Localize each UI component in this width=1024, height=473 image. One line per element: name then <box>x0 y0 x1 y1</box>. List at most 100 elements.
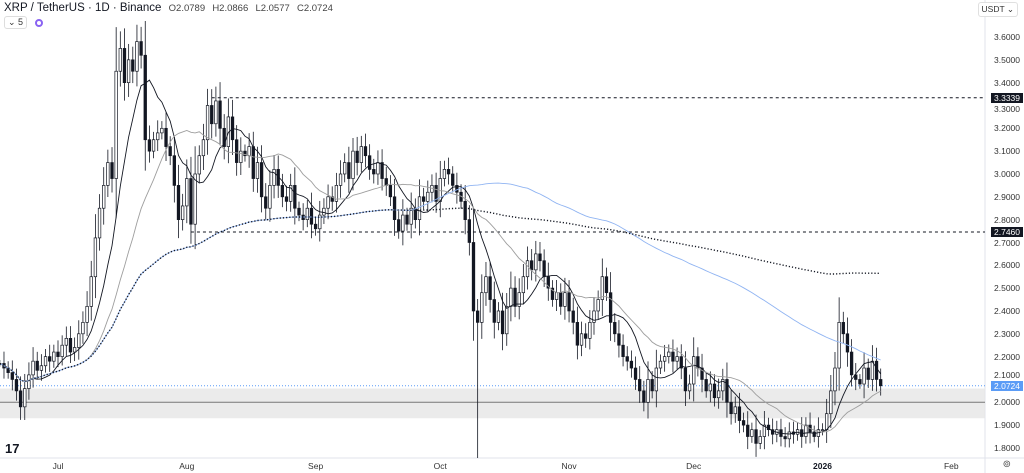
candle-down <box>550 287 555 300</box>
price-tick-label: 2.3000 <box>994 328 1020 339</box>
tradingview-logo[interactable]: 17 <box>5 441 20 456</box>
price-tick-label: 2.0000 <box>994 397 1020 408</box>
candle-down <box>729 401 733 415</box>
candle-up <box>89 276 93 307</box>
candle-down <box>650 379 654 392</box>
candle-up <box>829 390 833 415</box>
candle-up <box>135 41 139 72</box>
candle-up <box>97 207 102 239</box>
price-tick-label: 2.9000 <box>994 191 1020 202</box>
candle-up <box>667 351 671 357</box>
candle-up <box>318 214 322 230</box>
time-tick-label: Jul <box>52 461 64 471</box>
candle-up <box>646 379 650 403</box>
candle-down <box>737 406 742 421</box>
candle-up <box>322 207 326 216</box>
time-tick-label: Sep <box>308 461 324 471</box>
candle-down <box>110 162 114 179</box>
candle-down <box>172 155 176 186</box>
candle-up <box>126 59 131 84</box>
candle-up <box>579 333 584 346</box>
settings-icon[interactable]: ⊚ <box>1002 459 1011 470</box>
candle-up <box>268 185 272 209</box>
candle-down <box>559 292 563 307</box>
candle-up <box>102 185 106 209</box>
price-tick-label: 3.2000 <box>994 123 1020 134</box>
chart-legend: XRP / TetherUS · 1D · Binance O2.0789 H2… <box>4 2 333 14</box>
candle-up <box>509 287 513 307</box>
candle-down <box>405 214 409 225</box>
currency-selector[interactable]: USDT ⌄ <box>977 2 1018 17</box>
candle-down <box>492 299 496 323</box>
candle-down <box>671 351 675 362</box>
candle-down <box>500 310 505 335</box>
candle-up <box>787 431 791 440</box>
time-tick-label: 2026 <box>813 461 832 471</box>
indicators-toggle[interactable]: ⌄ 5 <box>4 16 28 29</box>
candle-down <box>347 162 351 179</box>
candle-down <box>712 383 717 399</box>
candle-down <box>147 139 152 152</box>
candle-down <box>617 333 621 346</box>
candle-up <box>716 390 721 399</box>
candle-down <box>542 260 546 278</box>
candle-up <box>675 356 679 362</box>
candle-up <box>106 162 110 186</box>
candle-down <box>513 287 517 307</box>
candle-up <box>205 105 210 141</box>
symbol-title[interactable]: XRP / TetherUS · 1D · Binance <box>4 2 162 14</box>
candle-up <box>77 333 81 348</box>
candle-up <box>114 70 118 179</box>
candle-down <box>584 333 588 339</box>
candle-down <box>309 207 314 225</box>
candle-down <box>530 260 534 271</box>
candle-up <box>762 424 766 437</box>
last-price-tag: 2.0724 <box>991 380 1023 391</box>
ohlc-high: H2.0866 <box>212 3 249 14</box>
ohlc-low: L2.0577 <box>255 3 290 14</box>
candle-down <box>388 185 393 198</box>
candle-down <box>613 322 617 335</box>
candle-down <box>567 292 571 312</box>
candle-down <box>293 185 297 209</box>
candle-up <box>160 127 164 134</box>
price-tick-label: 2.4000 <box>994 305 1020 316</box>
candle-down <box>131 59 135 72</box>
price-tick-label: 3.4000 <box>994 77 1020 88</box>
candle-up <box>23 388 27 408</box>
candle-up <box>563 292 567 307</box>
candle-down <box>189 178 193 225</box>
candle-up <box>588 322 592 339</box>
candle-down <box>446 169 451 175</box>
candle-up <box>758 436 762 444</box>
candle-down <box>854 374 858 380</box>
candle-down <box>683 367 688 392</box>
indicator-status-icon[interactable] <box>35 18 44 27</box>
candle-up <box>351 150 355 179</box>
price-tick-label: 2.1000 <box>994 369 1020 380</box>
candle-up <box>376 162 380 175</box>
candle-down <box>176 185 181 220</box>
candle-down <box>538 253 542 262</box>
candle-up <box>118 48 122 72</box>
candle-down <box>866 367 870 380</box>
moving-average-100 <box>0 182 881 382</box>
candle-up <box>185 178 189 207</box>
candle-down <box>48 356 52 362</box>
ohlc-open: O2.0789 <box>168 3 206 14</box>
candle-up <box>181 205 185 220</box>
candle-down <box>812 431 816 437</box>
candle-up <box>870 360 875 380</box>
candle-up <box>862 367 866 385</box>
candle-down <box>625 356 629 362</box>
candle-down <box>849 351 854 376</box>
candle-up <box>521 276 526 294</box>
candle-down <box>355 150 359 163</box>
ohlc-close: C2.0724 <box>296 3 333 14</box>
candle-down <box>546 276 550 289</box>
candle-up <box>600 276 604 300</box>
candle-down <box>463 201 467 220</box>
candle-up <box>39 365 44 371</box>
candle-down <box>874 360 879 380</box>
